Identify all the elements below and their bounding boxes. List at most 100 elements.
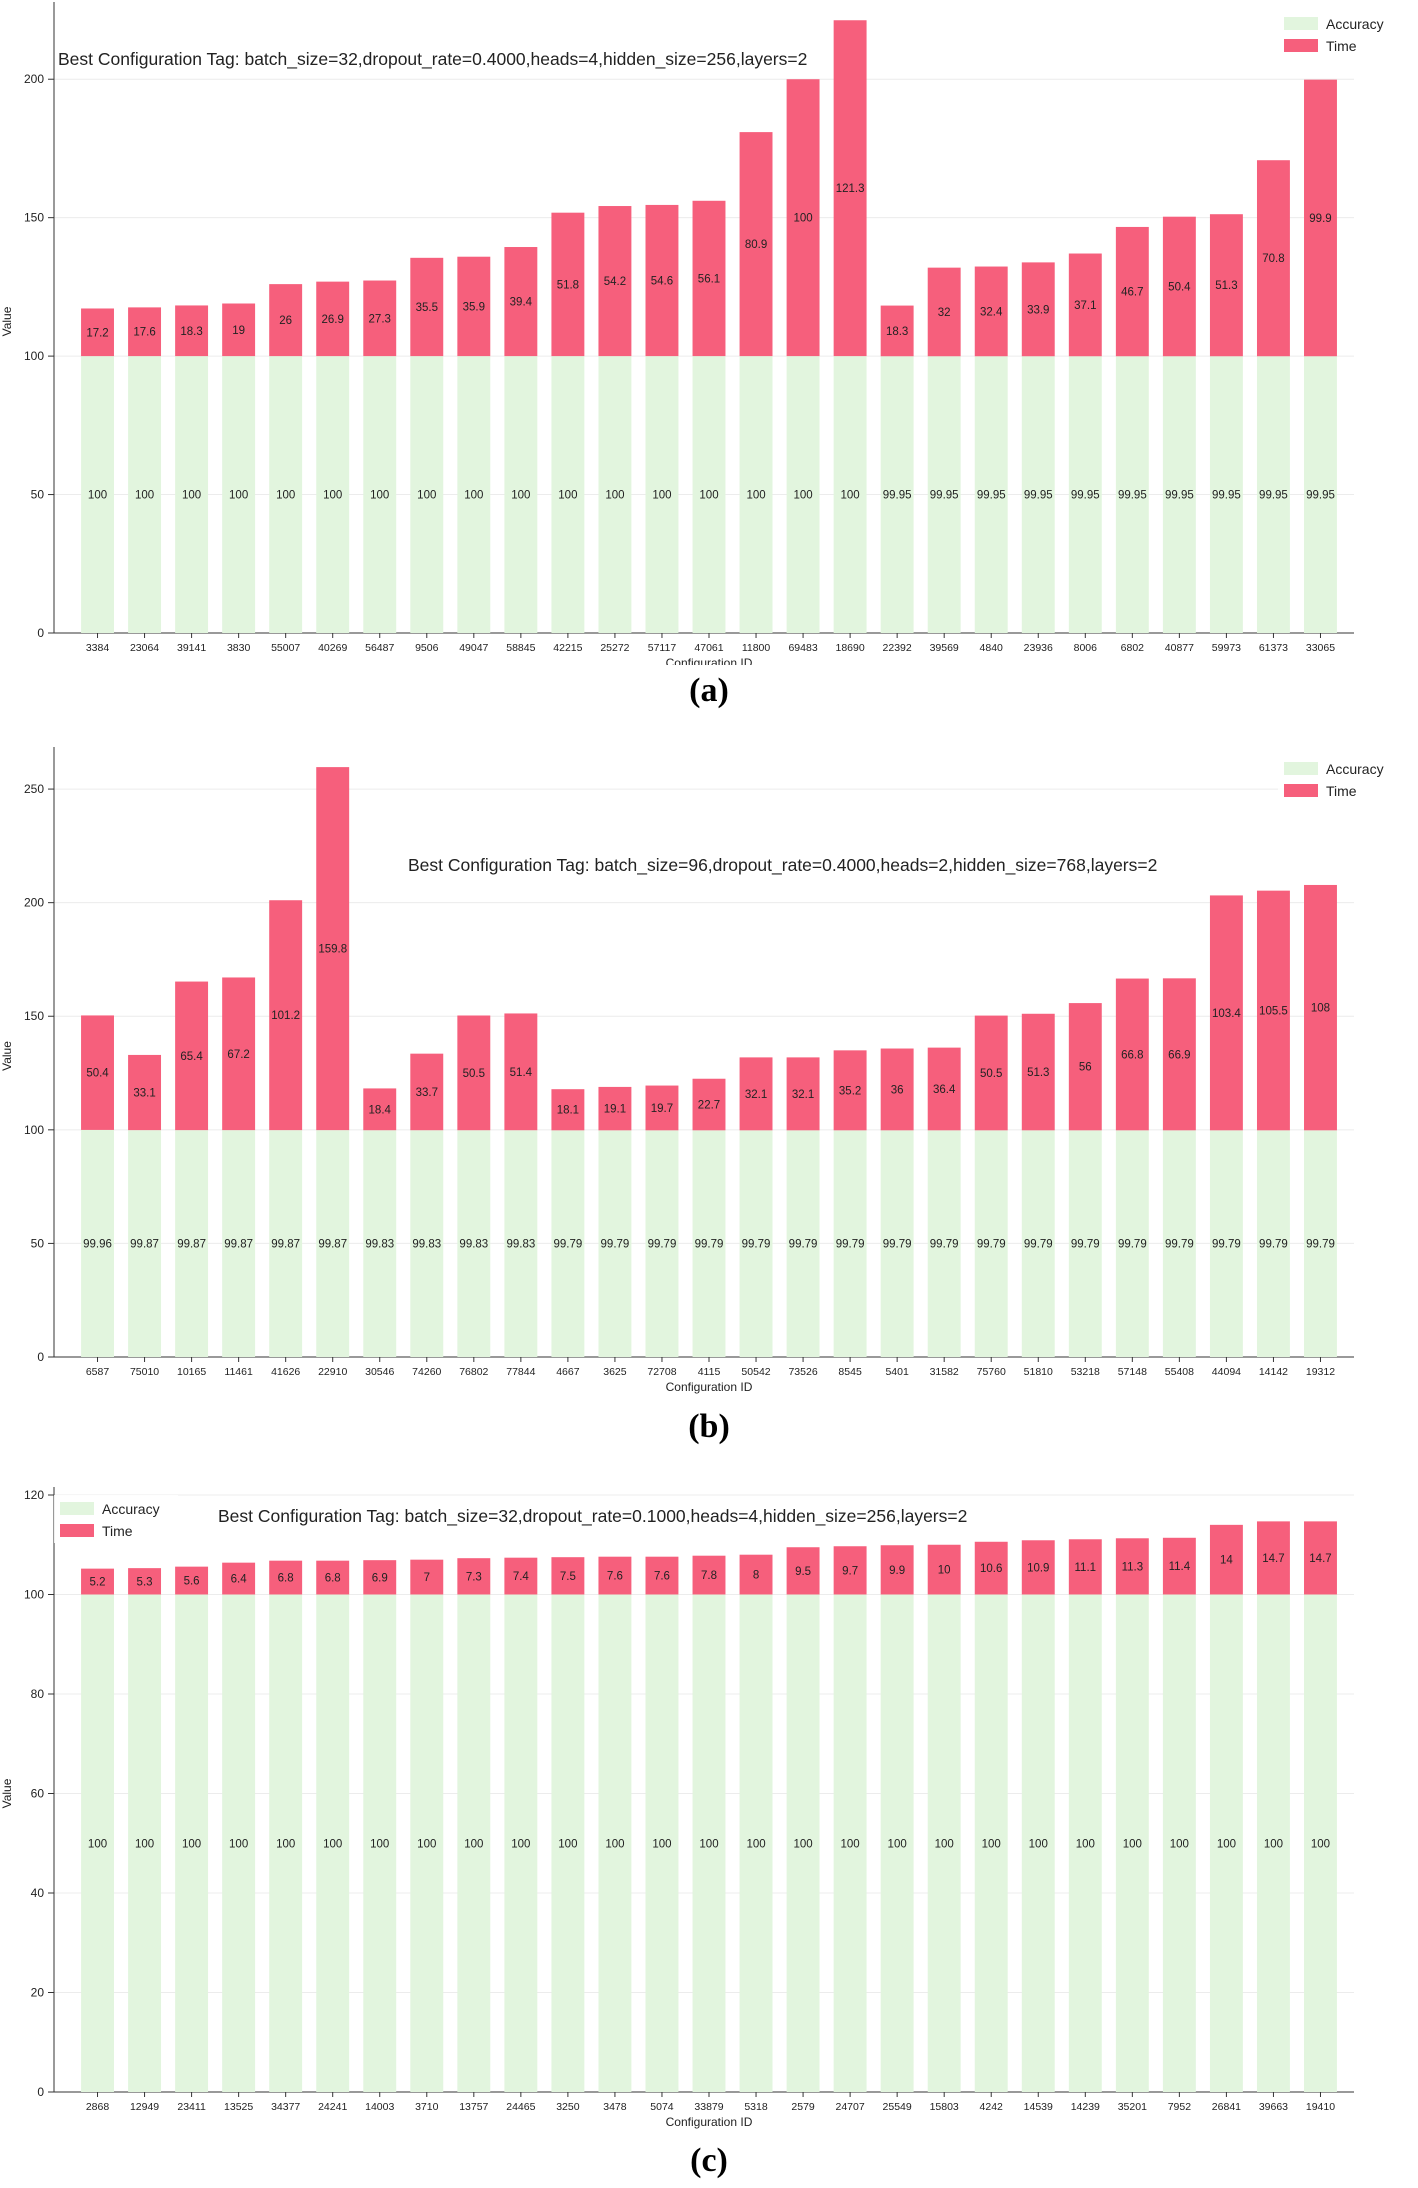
accuracy-bar — [692, 356, 726, 633]
time-bar — [786, 1547, 820, 1595]
time-data-label: 54.2 — [604, 276, 626, 288]
time-bar — [692, 200, 726, 357]
x-tick-label: 57117 — [648, 642, 677, 654]
accuracy-data-label: 99.83 — [459, 1239, 488, 1251]
accuracy-bar — [457, 1130, 491, 1357]
accuracy-data-label: 99.79 — [601, 1239, 630, 1251]
time-data-label: 159.8 — [318, 944, 347, 956]
accuracy-data-label: 100 — [558, 1838, 577, 1850]
accuracy-bar — [175, 356, 209, 633]
time-data-label: 10 — [938, 1565, 951, 1577]
time-bar — [1021, 1540, 1055, 1595]
time-bar — [880, 1545, 914, 1595]
time-bar — [269, 1560, 303, 1595]
time-data-label: 18.4 — [369, 1104, 392, 1116]
accuracy-bar — [269, 356, 303, 633]
time-data-label: 27.3 — [369, 313, 391, 325]
accuracy-bar — [1256, 1130, 1290, 1357]
accuracy-data-label: 100 — [511, 490, 530, 502]
accuracy-data-label: 100 — [1170, 1838, 1189, 1850]
x-tick-label: 40877 — [1165, 642, 1194, 654]
time-data-label: 5.3 — [137, 1576, 153, 1588]
y-tick-label: 120 — [24, 1488, 44, 1502]
accuracy-data-label: 100 — [370, 490, 389, 502]
x-tick-label: 3830 — [227, 642, 251, 654]
chart-panel-c: 0 20 40 60 80 100 120 100 5.2 2868 100 5.3 12949 100 5… — [0, 1487, 1354, 2129]
time-data-label: 39.4 — [510, 297, 533, 309]
time-bar — [81, 308, 114, 357]
accuracy-bar — [504, 1594, 538, 2092]
time-bar — [1021, 262, 1055, 357]
accuracy-data-label: 100 — [1217, 1838, 1236, 1850]
x-tick-label: 6802 — [1121, 642, 1145, 654]
accuracy-data-label: 100 — [323, 490, 342, 502]
time-bar — [739, 1554, 773, 1595]
time-data-label: 9.9 — [889, 1565, 905, 1577]
time-data-label: 51.8 — [557, 279, 579, 291]
x-tick-label: 47061 — [694, 642, 723, 654]
time-bar — [1209, 1524, 1243, 1595]
time-data-label: 35.9 — [463, 301, 485, 313]
accuracy-bar — [222, 1130, 256, 1357]
time-bar — [739, 1057, 773, 1131]
accuracy-data-label: 100 — [699, 1838, 718, 1850]
accuracy-data-label: 99.95 — [1306, 490, 1335, 502]
x-tick-label: 5401 — [885, 1366, 909, 1378]
accuracy-bar — [410, 356, 444, 633]
accuracy-data-label: 100 — [793, 490, 812, 502]
accuracy-bar — [1209, 356, 1243, 633]
accuracy-data-label: 100 — [276, 490, 295, 502]
accuracy-data-label: 99.95 — [977, 490, 1006, 502]
accuracy-bar — [128, 1594, 162, 2092]
time-bar — [974, 1015, 1008, 1131]
time-bar — [504, 1013, 538, 1131]
x-axis-label: Configuration ID — [666, 2115, 753, 2129]
accuracy-data-label: 100 — [652, 490, 671, 502]
accuracy-bar — [1256, 356, 1290, 633]
time-bar — [1162, 216, 1196, 357]
time-data-label: 18.3 — [180, 326, 202, 338]
accuracy-data-label: 99.79 — [742, 1239, 771, 1251]
accuracy-bar — [645, 1594, 679, 2092]
y-tick-label: 150 — [24, 1009, 44, 1023]
accuracy-bar — [880, 1130, 914, 1357]
time-data-label: 10.6 — [980, 1563, 1002, 1575]
accuracy-bar — [974, 1130, 1008, 1357]
accuracy-bar — [833, 1594, 867, 2092]
time-data-label: 5.6 — [184, 1576, 200, 1588]
x-tick-label: 40269 — [318, 642, 347, 654]
accuracy-bar — [1115, 1130, 1149, 1357]
accuracy-bar — [410, 1594, 444, 2092]
accuracy-data-label: 100 — [841, 490, 860, 502]
accuracy-bar — [363, 1130, 397, 1357]
x-tick-label: 55007 — [271, 642, 300, 654]
time-data-label: 11.1 — [1075, 1562, 1097, 1574]
accuracy-data-label: 100 — [464, 1838, 483, 1850]
time-bar — [128, 1568, 162, 1595]
accuracy-bar — [1115, 356, 1149, 633]
accuracy-data-label: 100 — [652, 1838, 671, 1850]
accuracy-bar — [551, 1130, 585, 1357]
time-data-label: 5.2 — [90, 1577, 106, 1589]
time-bar — [598, 1556, 632, 1595]
x-tick-label: 25549 — [883, 2101, 912, 2113]
y-tick-label: 200 — [24, 72, 44, 86]
x-tick-label: 55408 — [1165, 1366, 1194, 1378]
time-data-label: 8 — [753, 1570, 759, 1582]
time-data-label: 54.6 — [651, 276, 673, 288]
x-tick-label: 4840 — [980, 642, 1004, 654]
time-bar — [1021, 1013, 1055, 1131]
accuracy-bar — [1162, 1594, 1196, 2092]
time-bar — [457, 1558, 491, 1595]
time-bar — [269, 900, 303, 1131]
time-bar — [222, 303, 256, 357]
time-bar — [410, 1053, 444, 1131]
time-bar — [175, 981, 209, 1131]
time-bar — [363, 1088, 397, 1131]
accuracy-bar — [1209, 1594, 1243, 2092]
time-bar — [551, 212, 585, 357]
x-tick-label: 13757 — [459, 2101, 488, 2113]
time-bar — [927, 1047, 961, 1131]
y-tick-label: 200 — [24, 896, 44, 910]
time-bar — [1304, 79, 1337, 357]
